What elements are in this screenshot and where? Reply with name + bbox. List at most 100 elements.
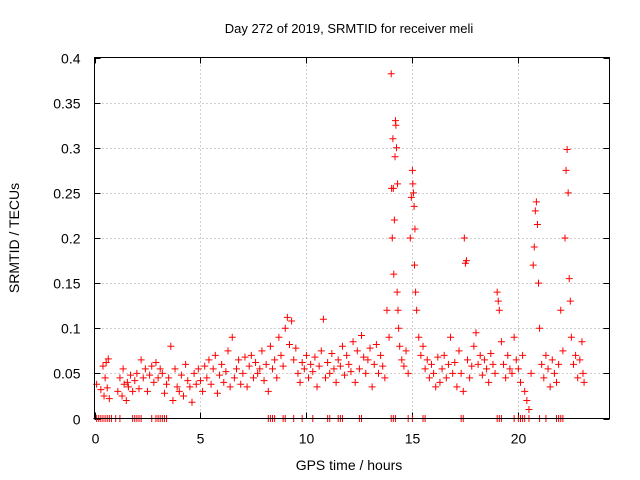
data-point [406,234,414,242]
data-point [447,333,455,341]
data-point [495,306,503,314]
x-tick-label: 0 [92,431,100,447]
data-point [243,383,251,391]
data-point [311,353,319,361]
data-point [464,356,472,364]
data-point [192,380,200,388]
data-point [566,297,574,305]
data-point [393,288,401,296]
data-point [393,144,401,152]
data-point [285,340,293,348]
y-tick-label: 0.1 [61,321,81,337]
data-point [392,121,400,129]
data-point [258,347,266,355]
data-point [466,374,474,382]
data-point [218,360,226,368]
data-point [395,324,403,332]
data-point [444,360,452,368]
data-point [194,365,202,373]
y-tick-label: 0.25 [53,186,80,202]
data-point [569,360,577,368]
data-point [434,353,442,361]
data-point [158,369,166,377]
x-tick-label: 5 [197,431,205,447]
data-point [478,371,486,379]
data-point [388,234,396,242]
data-point [449,369,457,377]
data-point [472,329,480,337]
data-point [555,360,563,368]
plot-frame [94,57,610,419]
data-point [139,374,147,382]
data-point [319,315,327,323]
data-point [180,392,188,400]
data-point [302,351,310,359]
data-point [97,386,105,394]
data-point [338,342,346,350]
data-point [256,365,264,373]
data-point [512,356,520,364]
data-point [489,360,497,368]
data-point [207,380,215,388]
data-point [504,351,512,359]
x-tick-label: 10 [299,431,315,447]
data-point [500,360,508,368]
data-point [493,288,501,296]
data-point [536,324,544,332]
data-point [353,347,361,355]
data-point [364,356,372,364]
data-point [561,234,569,242]
y-tick-label: 0.35 [53,96,80,112]
data-point [523,396,531,404]
data-point [462,257,470,265]
data-point [209,365,217,373]
data-point [294,369,302,377]
data-point [190,369,198,377]
data-point [273,374,281,382]
data-point [252,359,260,367]
data-point [345,360,353,368]
data-point [230,374,238,382]
data-point [442,374,450,382]
y-tick-label: 0.3 [61,141,81,157]
data-point [396,342,404,350]
data-point [389,184,397,192]
data-point [131,377,139,385]
data-point [415,333,423,341]
data-point [169,396,177,404]
data-point [421,365,429,373]
data-point [332,378,340,386]
data-point [407,193,415,201]
y-axis-label: SRMTID / TECUs [6,183,22,293]
data-point [100,392,108,400]
data-point [328,350,336,358]
data-points [93,70,588,422]
data-point [104,355,112,363]
data-point [277,351,285,359]
data-point [199,387,207,395]
data-point [565,275,573,283]
data-point [317,347,325,355]
data-point [510,333,518,341]
data-point [283,313,291,321]
data-point [502,374,510,382]
data-point [228,333,236,341]
y-tick-label: 0.15 [53,276,80,292]
data-point [409,189,417,197]
data-point [343,351,351,359]
data-point [305,374,313,382]
data-point [296,378,304,386]
data-point [360,353,368,361]
data-point [468,362,476,370]
data-point [247,351,255,359]
data-point [220,378,228,386]
data-point [408,166,416,174]
data-point [366,344,374,352]
data-point [290,356,298,364]
data-point [224,347,232,355]
data-point [548,356,556,364]
data-point [196,377,204,385]
data-point [358,331,366,339]
data-point [355,365,363,373]
x-tick-label: 15 [405,431,421,447]
